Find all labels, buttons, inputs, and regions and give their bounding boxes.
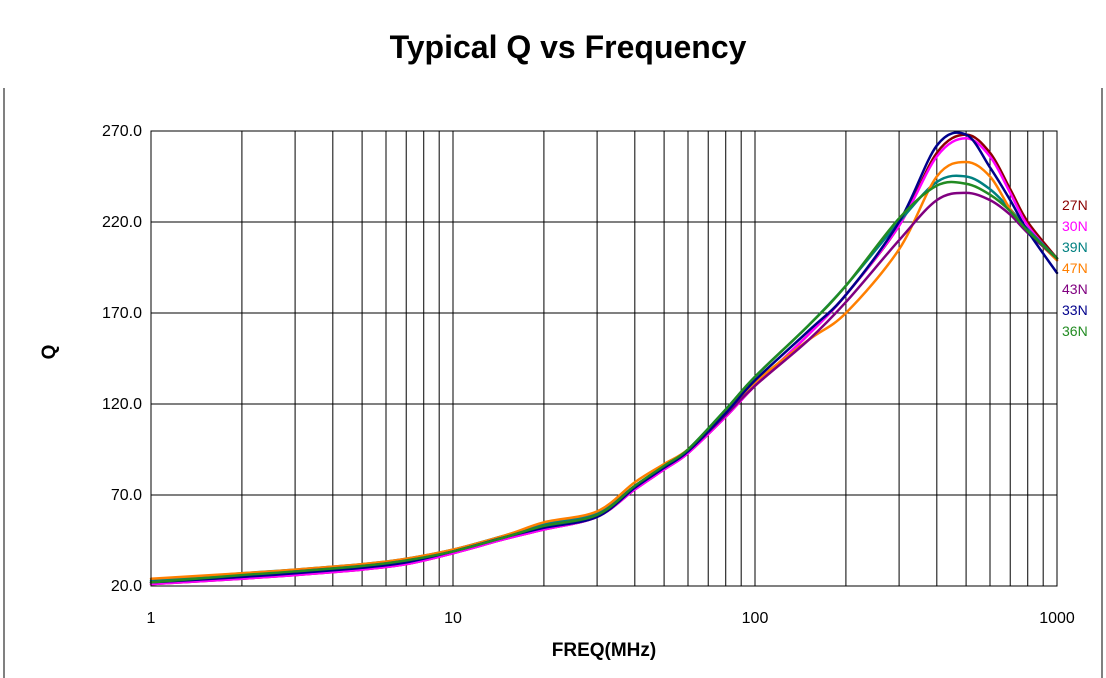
x-tick-label: 10 xyxy=(444,610,462,627)
y-tick-label: 220.0 xyxy=(102,214,142,231)
plot-border xyxy=(150,130,1058,587)
x-axis-label: FREQ(MHz) xyxy=(552,640,656,661)
y-tick-label: 120.0 xyxy=(102,396,142,413)
chart-title: Typical Q vs Frequency xyxy=(390,29,747,65)
legend-entry-30N: 30N xyxy=(1062,218,1088,234)
y-tick-label: 170.0 xyxy=(102,305,142,322)
plot-lines xyxy=(149,131,1059,586)
y-tick-labels: 20.0 70.0 120.0 170.0 220.0 270.0 xyxy=(102,123,142,595)
y-tick-label: 70.0 xyxy=(111,487,142,504)
series-line-33N xyxy=(149,131,1059,584)
legend-entry-47N: 47N xyxy=(1062,260,1088,276)
legend: 27N 30N 39N 47N 43N 33N 36N xyxy=(1062,197,1088,339)
x-tick-label: 100 xyxy=(742,610,769,627)
x-tick-label: 1000 xyxy=(1039,610,1075,627)
y-axis-label: Q xyxy=(39,345,60,360)
legend-entry-39N: 39N xyxy=(1062,239,1088,255)
x-tick-label: 1 xyxy=(147,610,156,627)
legend-entry-36N: 36N xyxy=(1062,323,1088,339)
legend-entry-33N: 33N xyxy=(1062,302,1088,318)
y-tick-label: 20.0 xyxy=(111,578,142,595)
legend-entry-43N: 43N xyxy=(1062,281,1088,297)
series-line-36N xyxy=(149,180,1059,584)
y-tick-label: 270.0 xyxy=(102,123,142,140)
x-tick-labels: 1 10 100 1000 xyxy=(147,610,1075,627)
legend-entry-27N: 27N xyxy=(1062,197,1088,213)
